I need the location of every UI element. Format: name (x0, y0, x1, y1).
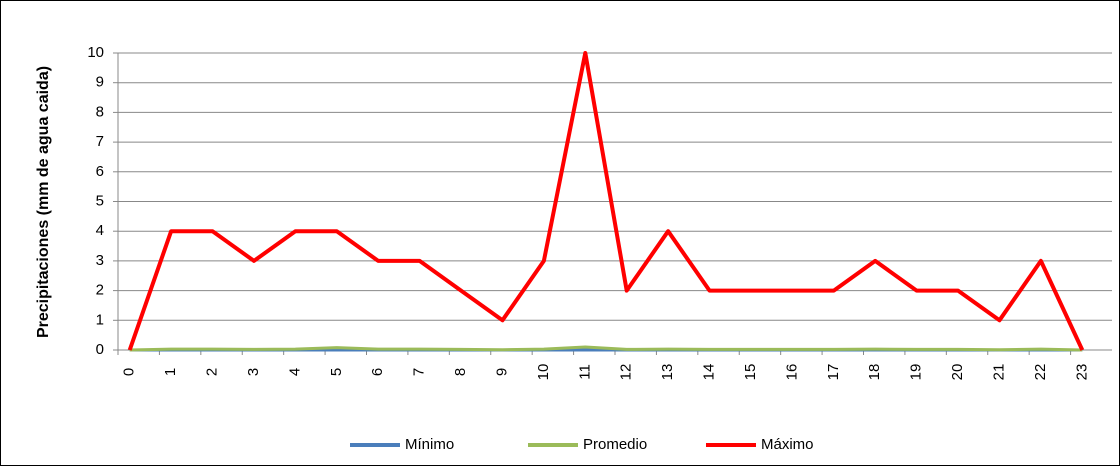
x-tick-label: 18 (866, 364, 883, 381)
x-tick-label: 23 (1073, 364, 1090, 381)
legend-label: Máximo (761, 436, 814, 453)
series-line (129, 345, 1083, 352)
x-tick-label: 3 (245, 368, 262, 376)
x-tick-label: 13 (659, 364, 676, 381)
y-tick-label: 0 (96, 341, 104, 358)
x-tick-label: 4 (286, 368, 303, 376)
y-tick-label: 7 (96, 133, 104, 150)
x-tick-label: 20 (949, 364, 966, 381)
legend-label: Mínimo (405, 436, 454, 453)
legend-label: Promedio (583, 436, 647, 453)
x-tick-label: 22 (1032, 364, 1049, 381)
x-tick-label: 7 (411, 368, 428, 376)
x-tick-label: 9 (493, 368, 510, 376)
y-tick-label: 2 (96, 282, 104, 299)
y-tick-label: 6 (96, 163, 104, 180)
x-tick-label: 17 (825, 364, 842, 381)
x-tick-label: 16 (783, 364, 800, 381)
y-axis-title: Precipitaciones (mm de agua caida) (35, 66, 52, 338)
y-tick-label: 10 (87, 44, 104, 61)
y-tick-label: 4 (96, 222, 104, 239)
x-tick-label: 2 (204, 368, 221, 376)
series-line (127, 51, 1085, 351)
y-tick-label: 8 (96, 103, 104, 120)
y-tick-label: 3 (96, 252, 104, 269)
y-tick-label: 9 (96, 74, 104, 91)
x-tick-label: 0 (121, 368, 138, 376)
x-tick-label: 14 (701, 364, 718, 381)
x-tick-label: 12 (618, 364, 635, 381)
x-tick-label: 21 (990, 364, 1007, 381)
x-tick-label: 8 (452, 368, 469, 376)
x-tick-label: 19 (908, 364, 925, 381)
x-tick-label: 15 (742, 364, 759, 381)
x-tick-label: 11 (576, 364, 593, 380)
y-tick-label: 5 (96, 192, 104, 209)
x-tick-label: 6 (369, 368, 386, 376)
x-tick-label: 10 (535, 364, 552, 381)
y-tick-label: 1 (96, 311, 104, 328)
x-tick-label: 5 (328, 368, 345, 376)
x-tick-label: 1 (162, 368, 179, 376)
